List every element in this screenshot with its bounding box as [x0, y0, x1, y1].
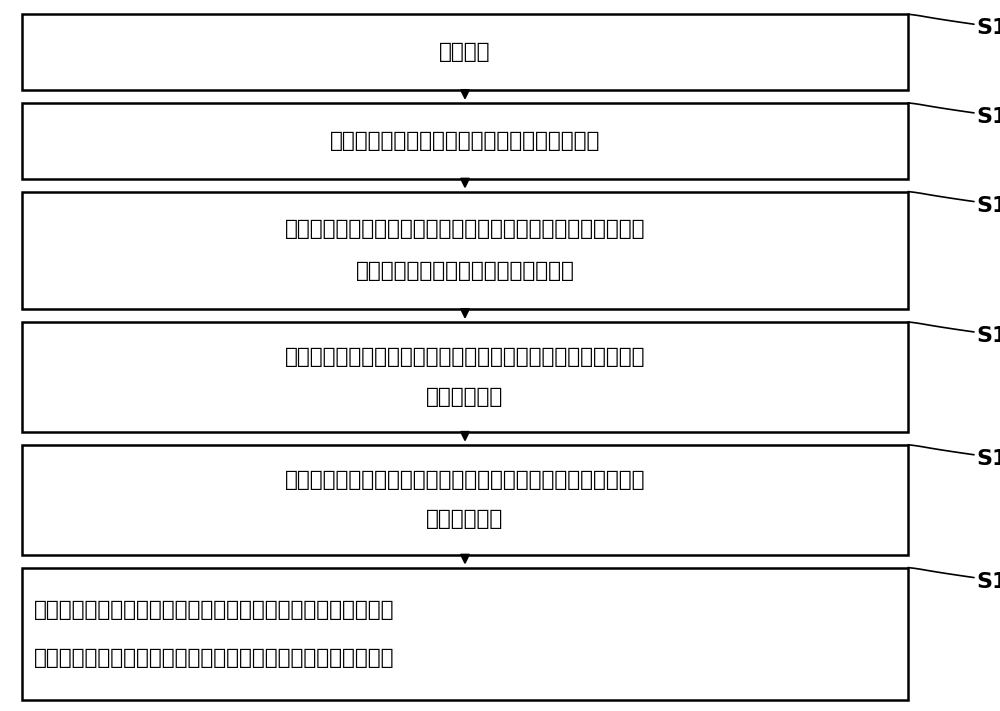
Text: 第三端子、第四端子、第五端子和第六端子，以形成惠斯通电桥: 第三端子、第四端子、第五端子和第六端子，以形成惠斯通电桥: [34, 648, 394, 668]
Bar: [22, 445, 908, 555]
Text: 提供衬底: 提供衬底: [439, 42, 491, 62]
Text: 与第一电阻结构具有相同的形状和尺寸: 与第一电阻结构具有相同的形状和尺寸: [356, 262, 574, 282]
Text: 在第二电阻结构表面沿着第一方向间隔地形成第四端子、第五端: 在第二电阻结构表面沿着第一方向间隔地形成第四端子、第五端: [285, 470, 645, 490]
Text: S14: S14: [976, 326, 1000, 346]
Text: S12: S12: [976, 107, 1000, 127]
Text: 在第一电阻结构表面沿着第一方向间隔地形成第一端子、第二端: 在第一电阻结构表面沿着第一方向间隔地形成第一端子、第二端: [285, 347, 645, 368]
Text: 在衬底表面形成沿第一方向延伸的第二电阻结构，第二电阻结构: 在衬底表面形成沿第一方向延伸的第二电阻结构，第二电阻结构: [285, 220, 645, 240]
Bar: [22, 322, 908, 432]
Text: S16: S16: [976, 572, 1000, 592]
Bar: [22, 567, 908, 700]
Bar: [22, 103, 908, 178]
Bar: [22, 191, 908, 309]
Text: 形成多个互连结构，多个互连结构电连接第一端子、第二端子、: 形成多个互连结构，多个互连结构电连接第一端子、第二端子、: [34, 600, 394, 620]
Text: 子和第六端子: 子和第六端子: [426, 509, 504, 530]
Text: S11: S11: [976, 18, 1000, 38]
Text: S13: S13: [976, 196, 1000, 215]
Text: 子和第三端子: 子和第三端子: [426, 387, 504, 407]
Bar: [22, 14, 908, 90]
Text: 在衬底表面形成沿第一方向延伸的第一电阻结构: 在衬底表面形成沿第一方向延伸的第一电阻结构: [330, 131, 600, 151]
Text: S15: S15: [976, 449, 1000, 469]
